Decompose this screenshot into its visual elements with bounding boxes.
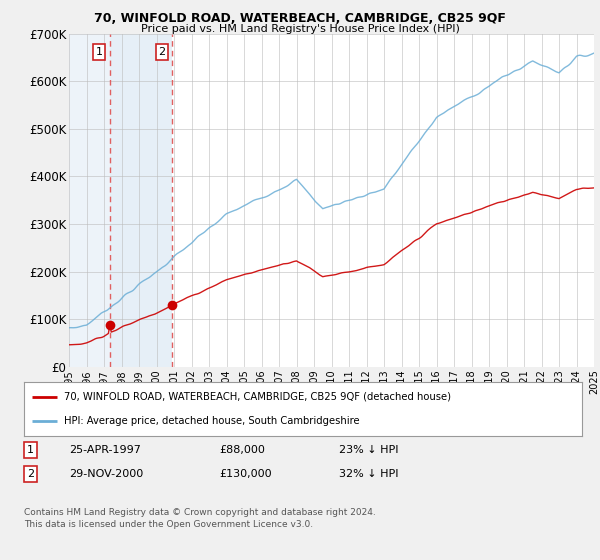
Text: 2: 2	[158, 47, 166, 57]
Text: Price paid vs. HM Land Registry's House Price Index (HPI): Price paid vs. HM Land Registry's House …	[140, 24, 460, 34]
Text: 1: 1	[95, 47, 103, 57]
Text: 25-APR-1997: 25-APR-1997	[69, 445, 141, 455]
Bar	[69, 34, 110, 367]
Text: 23% ↓ HPI: 23% ↓ HPI	[339, 445, 398, 455]
Text: 70, WINFOLD ROAD, WATERBEACH, CAMBRIDGE, CB25 9QF: 70, WINFOLD ROAD, WATERBEACH, CAMBRIDGE,…	[94, 12, 506, 25]
Text: Contains HM Land Registry data © Crown copyright and database right 2024.
This d: Contains HM Land Registry data © Crown c…	[24, 508, 376, 529]
Text: 29-NOV-2000: 29-NOV-2000	[69, 469, 143, 479]
Text: 2: 2	[27, 469, 34, 479]
Text: 1: 1	[27, 445, 34, 455]
Text: £130,000: £130,000	[219, 469, 272, 479]
Bar	[110, 34, 172, 367]
Text: 70, WINFOLD ROAD, WATERBEACH, CAMBRIDGE, CB25 9QF (detached house): 70, WINFOLD ROAD, WATERBEACH, CAMBRIDGE,…	[64, 392, 451, 402]
Text: £88,000: £88,000	[219, 445, 265, 455]
Text: HPI: Average price, detached house, South Cambridgeshire: HPI: Average price, detached house, Sout…	[64, 416, 360, 426]
Text: 32% ↓ HPI: 32% ↓ HPI	[339, 469, 398, 479]
